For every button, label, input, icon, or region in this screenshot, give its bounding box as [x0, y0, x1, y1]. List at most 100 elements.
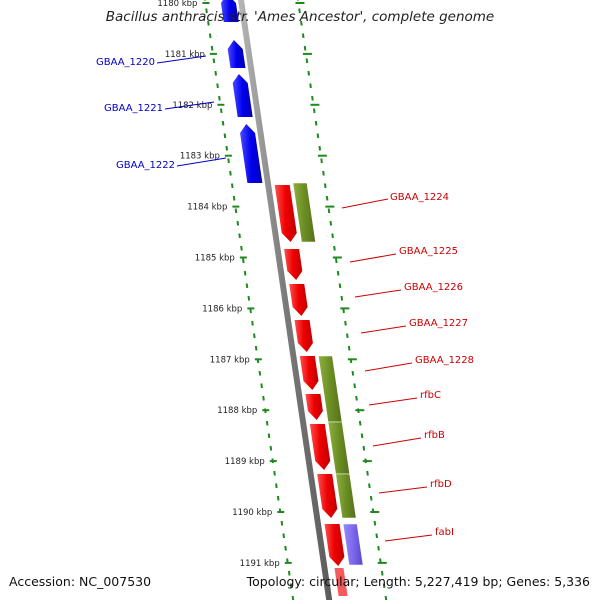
left-ring-dot — [234, 208, 238, 214]
left-ring-dot — [269, 445, 273, 451]
kbp-tick-label: 1186 kbp — [202, 304, 242, 314]
left-ring-dot — [205, 8, 208, 14]
gene-label-leader — [164, 101, 215, 110]
left-ring-dot — [258, 370, 262, 376]
gene-label-rfbc[interactable]: rfbC — [420, 390, 441, 401]
right-ring-dot — [340, 295, 344, 301]
right-ring-dot — [346, 333, 349, 339]
gene-label-leader — [364, 362, 413, 372]
feature-bar-olive[interactable] — [327, 421, 351, 475]
right-ring-dot — [358, 420, 362, 426]
left-ring-dot — [284, 545, 287, 551]
gene-arrow-fabi[interactable] — [324, 524, 345, 566]
gene-arrow-gbaa_1221[interactable] — [232, 74, 253, 117]
feature-bar-olive[interactable] — [292, 182, 316, 243]
gene-arrow-rfbd[interactable] — [317, 474, 338, 518]
right-ring-dot — [373, 520, 377, 526]
left-ring-dot — [291, 595, 295, 601]
left-ring-dot — [289, 583, 293, 589]
left-ring-dot — [216, 83, 219, 89]
kbp-tick-label: 1181 kbp — [165, 50, 205, 60]
right-ring-dot — [316, 133, 320, 139]
left-ring-dot — [282, 533, 286, 539]
right-ring-dot — [353, 383, 356, 389]
kbp-tick-label: 1182 kbp — [172, 101, 212, 111]
gene-label-gbaa_1228[interactable]: GBAA_1228 — [415, 355, 474, 366]
kbp-tick-label: 1185 kbp — [195, 254, 235, 264]
kbp-tick-label: 1189 kbp — [225, 457, 265, 467]
gene-arrow-rfbc[interactable] — [305, 394, 323, 420]
left-ring-dot — [227, 158, 230, 164]
left-ring-dot — [242, 258, 245, 264]
gene-label-leader — [368, 397, 418, 406]
right-ring-dot — [305, 58, 309, 64]
right-ring-dot — [311, 95, 314, 101]
gene-label-gbaa_1220[interactable]: GBAA_1220 — [96, 57, 155, 68]
left-ring-dot — [214, 70, 218, 76]
right-ring-dot — [338, 283, 342, 289]
gene-label-gbaa_1227[interactable]: GBAA_1227 — [409, 318, 468, 329]
gene-arrow-gbaa_1220[interactable] — [227, 40, 246, 68]
left-ring-dot — [225, 145, 229, 151]
right-ring-dot — [312, 108, 316, 114]
gene-arrow-gbaa_1228[interactable] — [299, 356, 319, 390]
left-ring-dot — [275, 483, 278, 489]
right-ring-dot — [375, 533, 379, 539]
gene-label-leader — [384, 534, 433, 542]
gene-arrow-gbaa_1227[interactable] — [294, 320, 313, 352]
gene-label-leader — [156, 55, 207, 64]
kbp-tick-label: 1190 kbp — [232, 508, 272, 518]
gene-label-leader — [378, 486, 428, 494]
right-ring-dot — [303, 45, 307, 51]
gene-arrow-gbaa_1225[interactable] — [284, 249, 303, 280]
gene-label-leader — [360, 325, 407, 334]
gene-label-rfbd[interactable]: rfbD — [430, 479, 452, 490]
gene-arrow-gbaa_1226[interactable] — [289, 284, 308, 316]
left-ring-dot — [267, 433, 271, 439]
left-ring-dot — [253, 333, 256, 339]
gene-arrow-rfbb[interactable] — [309, 424, 331, 470]
left-ring-dot — [245, 283, 249, 289]
gene-label-gbaa_1224[interactable]: GBAA_1224 — [390, 192, 449, 203]
right-ring-dot — [347, 345, 351, 351]
right-ring-dot — [380, 570, 384, 576]
gene-arrow-gbaa_1222[interactable] — [240, 124, 263, 183]
gene-arrow-offscreen[interactable] — [334, 568, 348, 596]
right-ring-dot — [333, 245, 336, 251]
left-ring-dot — [254, 345, 258, 351]
right-ring-dot — [307, 70, 311, 76]
kbp-tick-label: 1184 kbp — [187, 203, 227, 213]
right-ring-dot — [300, 20, 303, 26]
gene-label-gbaa_1225[interactable]: GBAA_1225 — [399, 246, 458, 257]
gene-arrow-gbaa_1224[interactable] — [274, 185, 297, 242]
left-ring-dot — [207, 20, 210, 26]
left-ring-dot — [238, 233, 241, 239]
right-ring-dot — [335, 258, 338, 264]
genome-backbone — [238, 0, 333, 604]
right-ring-dot — [331, 233, 334, 239]
gene-label-leader — [341, 198, 389, 209]
feature-bar-purple[interactable] — [342, 523, 364, 566]
gene-arrow-partial[interactable] — [220, 0, 239, 22]
gene-label-leader — [349, 253, 397, 263]
gene-label-rfbb[interactable]: rfbB — [424, 430, 445, 441]
gene-label-gbaa_1222[interactable]: GBAA_1222 — [116, 160, 175, 171]
right-ring-dot — [325, 195, 329, 201]
left-ring-dot — [273, 470, 276, 476]
gene-label-fabi[interactable]: fabI — [435, 527, 454, 538]
gene-label-gbaa_1226[interactable]: GBAA_1226 — [404, 282, 463, 293]
right-ring-dot — [382, 583, 386, 589]
feature-bar-olive[interactable] — [335, 473, 357, 519]
left-ring-dot — [229, 170, 232, 176]
right-ring-dot — [323, 183, 327, 189]
accession-text: Accession: NC_007530 — [9, 574, 152, 589]
left-ring-dot — [210, 45, 214, 51]
kbp-tick-label: 1187 kbp — [210, 355, 250, 365]
right-ring-dot — [309, 83, 312, 89]
gene-label-gbaa_1221[interactable]: GBAA_1221 — [104, 103, 163, 114]
left-ring-dot — [247, 295, 251, 301]
left-ring-dot — [208, 33, 212, 39]
right-ring-dot — [351, 370, 355, 376]
right-ring-dot — [322, 170, 325, 176]
